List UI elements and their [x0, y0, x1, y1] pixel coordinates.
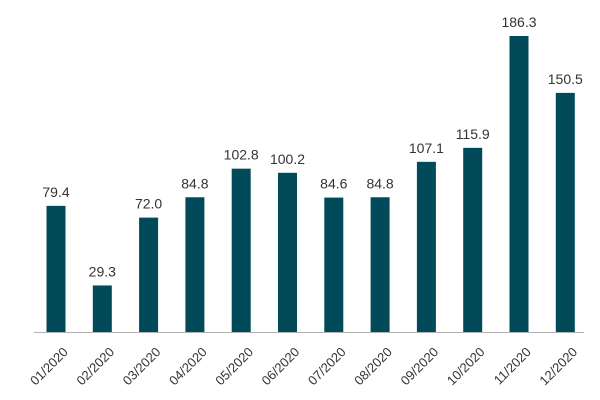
- x-tick-label-7: 08/2020: [351, 344, 395, 388]
- bar-0: [46, 205, 66, 332]
- value-label-10: 186.3: [501, 14, 536, 30]
- value-label-4: 102.8: [224, 147, 259, 163]
- x-tick-label-1: 02/2020: [73, 344, 117, 388]
- bar-2: [139, 217, 159, 332]
- bar-6: [324, 197, 344, 332]
- bar-7: [370, 197, 390, 332]
- value-label-3: 84.8: [181, 175, 208, 191]
- x-tick-label-5: 06/2020: [259, 344, 303, 388]
- value-label-6: 84.6: [320, 176, 347, 192]
- value-label-1: 29.3: [89, 263, 116, 279]
- bar-4: [231, 168, 251, 332]
- value-label-2: 72.0: [135, 196, 162, 212]
- value-label-7: 84.8: [366, 175, 393, 191]
- bars-group: [46, 36, 575, 332]
- bar-3: [185, 197, 205, 332]
- value-label-9: 115.9: [456, 126, 490, 142]
- bar-11: [555, 92, 575, 332]
- bar-5: [278, 172, 297, 332]
- x-tick-label-0: 01/2020: [27, 344, 71, 388]
- value-label-8: 107.1: [409, 140, 444, 156]
- value-labels-group: 79.4 29.3 72.0 84.8 102.8 100.2 84.6 84.8 107.1 1…: [42, 14, 583, 279]
- x-tick-label-9: 10/2020: [444, 344, 488, 388]
- x-tick-label-4: 05/2020: [212, 344, 256, 388]
- x-tick-label-8: 09/2020: [397, 344, 441, 388]
- x-tick-label-11: 12/2020: [536, 344, 580, 388]
- bar-8: [416, 161, 436, 332]
- x-tick-label-3: 04/2020: [166, 344, 210, 388]
- x-tick-label-10: 11/2020: [491, 344, 534, 387]
- x-tick-label-6: 07/2020: [305, 344, 349, 388]
- bar-1: [92, 285, 112, 332]
- x-tick-label-2: 03/2020: [120, 344, 164, 388]
- value-label-11: 150.5: [548, 71, 583, 87]
- x-tick-labels-group: 01/2020 02/2020 03/2020 04/2020 05/2020 06/20…: [27, 344, 580, 388]
- bar-9: [463, 147, 483, 332]
- value-label-0: 79.4: [42, 184, 69, 200]
- value-label-5: 100.2: [270, 151, 305, 167]
- bar-10: [509, 36, 529, 332]
